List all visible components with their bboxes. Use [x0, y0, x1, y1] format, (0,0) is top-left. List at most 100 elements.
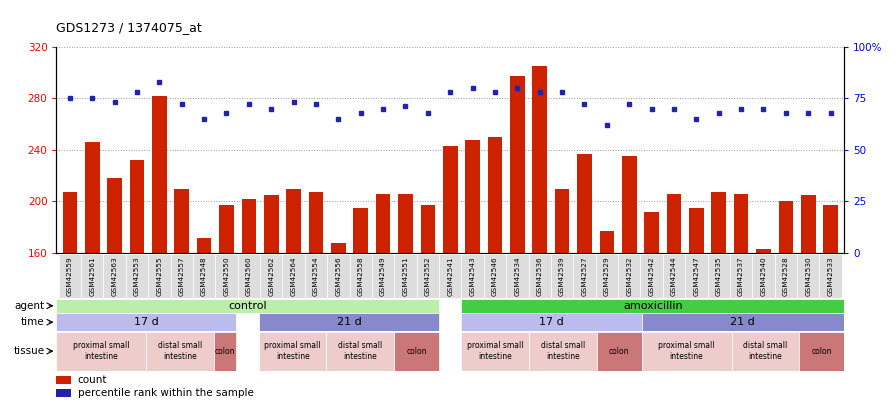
Text: 21 d: 21 d [337, 317, 361, 327]
Bar [394, 254, 417, 298]
Bar [820, 254, 842, 298]
Bar [130, 160, 144, 253]
Text: GSM42553: GSM42553 [134, 256, 140, 296]
Bar [264, 195, 279, 253]
Text: GSM42540: GSM42540 [761, 256, 766, 296]
Bar [730, 254, 753, 298]
Bar [642, 313, 844, 331]
Bar [753, 254, 775, 298]
Bar [56, 299, 439, 313]
Bar [148, 254, 170, 298]
Text: GSM42541: GSM42541 [447, 256, 453, 296]
Bar [215, 254, 237, 298]
Bar [443, 146, 458, 253]
Text: colon: colon [406, 347, 426, 356]
Bar [417, 254, 439, 298]
Bar [170, 254, 193, 298]
Text: count: count [78, 375, 108, 385]
Bar [260, 254, 282, 298]
Bar [577, 154, 591, 253]
Text: GSM42527: GSM42527 [582, 256, 588, 296]
Text: distal small
intestine: distal small intestine [338, 341, 383, 361]
Text: GSM42528: GSM42528 [783, 256, 788, 296]
Text: 21 d: 21 d [730, 317, 755, 327]
Bar [801, 195, 815, 253]
Bar [461, 313, 642, 331]
Bar [618, 254, 641, 298]
Bar [439, 254, 461, 298]
Bar [197, 238, 211, 253]
Bar [797, 254, 820, 298]
Text: colon: colon [811, 347, 831, 356]
Bar [287, 189, 301, 253]
Text: GSM42558: GSM42558 [358, 256, 364, 296]
Bar [461, 254, 484, 298]
Text: GSM42561: GSM42561 [90, 256, 95, 296]
Bar [353, 208, 368, 253]
Bar [146, 332, 214, 371]
Text: GSM42539: GSM42539 [559, 256, 565, 296]
Bar [108, 178, 122, 253]
Text: GSM42551: GSM42551 [402, 256, 409, 296]
Text: proximal small
intestine: proximal small intestine [73, 341, 130, 361]
Bar [394, 332, 439, 371]
Bar [596, 254, 618, 298]
Bar [175, 189, 189, 253]
Bar [465, 139, 480, 253]
Bar [484, 254, 506, 298]
Text: GSM42563: GSM42563 [112, 256, 117, 296]
Bar [349, 254, 372, 298]
Bar [81, 254, 103, 298]
Bar [641, 254, 663, 298]
Bar [214, 332, 237, 371]
Text: GSM42552: GSM42552 [425, 256, 431, 296]
Text: GDS1273 / 1374075_at: GDS1273 / 1374075_at [56, 21, 202, 34]
Bar [125, 254, 148, 298]
Bar [599, 231, 614, 253]
Bar [332, 243, 346, 253]
Bar [663, 254, 685, 298]
Bar [799, 332, 844, 371]
Bar [823, 205, 838, 253]
Bar [56, 376, 71, 384]
Bar [642, 332, 731, 371]
Text: tissue: tissue [13, 346, 45, 356]
Text: GSM42560: GSM42560 [246, 256, 252, 296]
Bar [398, 194, 413, 253]
Text: GSM42559: GSM42559 [67, 256, 73, 296]
Bar [375, 194, 391, 253]
Text: distal small
intestine: distal small intestine [158, 341, 202, 361]
Text: percentile rank within the sample: percentile rank within the sample [78, 388, 254, 398]
Text: GSM42543: GSM42543 [470, 256, 476, 296]
Bar [708, 254, 730, 298]
Bar [779, 202, 793, 253]
Bar [622, 156, 636, 253]
Bar [420, 205, 435, 253]
Text: GSM42535: GSM42535 [716, 256, 722, 296]
Text: GSM42534: GSM42534 [514, 256, 521, 296]
Bar [510, 76, 525, 253]
Bar [58, 254, 81, 298]
Bar [56, 332, 146, 371]
Text: GSM42530: GSM42530 [806, 256, 811, 296]
Text: GSM42555: GSM42555 [157, 256, 162, 296]
Text: proximal small
intestine: proximal small intestine [467, 341, 523, 361]
Bar [103, 254, 125, 298]
Text: proximal small
intestine: proximal small intestine [659, 341, 715, 361]
Bar [237, 254, 260, 298]
Text: GSM42556: GSM42556 [335, 256, 341, 296]
Bar [711, 192, 726, 253]
Text: 17 d: 17 d [134, 317, 159, 327]
Text: distal small
intestine: distal small intestine [743, 341, 788, 361]
Text: GSM42536: GSM42536 [537, 256, 543, 296]
Bar [689, 208, 703, 253]
Bar [529, 254, 551, 298]
Bar [327, 254, 349, 298]
Bar [756, 249, 771, 253]
Bar [555, 189, 569, 253]
Bar [85, 142, 99, 253]
Bar [529, 332, 597, 371]
Text: colon: colon [608, 347, 629, 356]
Text: GSM42557: GSM42557 [178, 256, 185, 296]
Text: GSM42533: GSM42533 [828, 256, 833, 296]
